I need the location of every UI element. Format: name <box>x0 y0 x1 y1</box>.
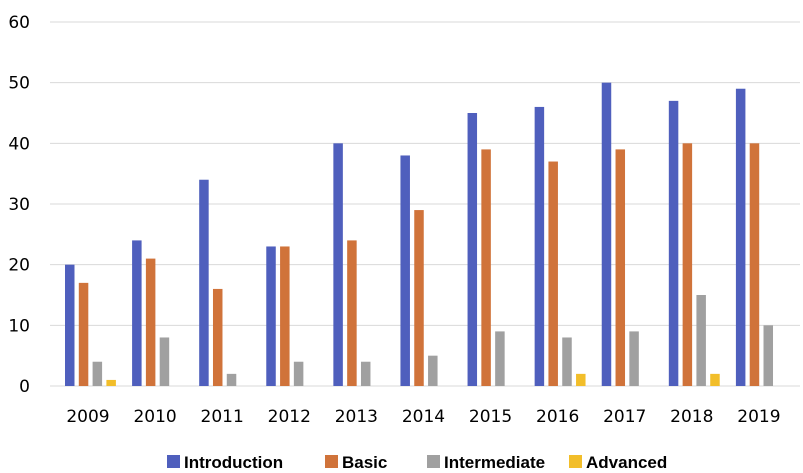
bar-basic-2012 <box>280 246 290 386</box>
bar-introduction-2015 <box>467 113 478 386</box>
bar-intermediate-2009 <box>92 361 103 386</box>
y-axis-ticks: 0 10 20 30 40 50 60 <box>8 13 30 397</box>
x-axis-ticks: 2009 2010 2011 2012 2013 2014 2015 2016 2017 2018… <box>66 407 780 427</box>
bar-basic-2017 <box>615 149 626 386</box>
bars <box>65 82 774 387</box>
gridlines <box>50 21 800 387</box>
legend-swatch-basic <box>325 455 338 468</box>
y-tick-label: 30 <box>8 195 30 215</box>
bar-basic-2011 <box>212 288 223 386</box>
bar-basic-2015 <box>481 149 491 386</box>
bar-intermediate-2012 <box>293 361 304 386</box>
x-tick-label: 2014 <box>402 407 445 427</box>
x-tick-label: 2016 <box>536 407 579 427</box>
x-tick-label: 2019 <box>737 407 780 427</box>
bar-advanced-2016 <box>576 373 586 386</box>
bar-intermediate-2011 <box>226 373 237 386</box>
bar-intermediate-2013 <box>360 361 371 386</box>
bar-introduction-2019 <box>735 88 746 386</box>
y-tick-label: 60 <box>8 13 30 33</box>
bar-introduction-2014 <box>400 155 410 386</box>
bar-intermediate-2018 <box>696 295 706 386</box>
x-tick-label: 2010 <box>133 407 176 427</box>
bar-intermediate-2016 <box>562 337 572 386</box>
legend-label-intermediate: Intermediate <box>444 453 545 472</box>
x-tick-label: 2015 <box>469 407 512 427</box>
y-tick-label: 0 <box>19 377 30 397</box>
bar-intermediate-2014 <box>428 355 438 386</box>
bar-intermediate-2019 <box>763 325 774 386</box>
bar-introduction-2018 <box>668 100 679 387</box>
bar-introduction-2016 <box>534 106 545 387</box>
bar-advanced-2018 <box>710 373 720 386</box>
y-tick-label: 50 <box>8 74 30 94</box>
x-tick-label: 2018 <box>670 407 713 427</box>
x-tick-label: 2012 <box>268 407 311 427</box>
bar-basic-2013 <box>347 240 357 386</box>
legend-label-introduction: Introduction <box>184 453 283 472</box>
bar-basic-2019 <box>749 143 760 386</box>
legend-swatch-intermediate <box>427 455 440 468</box>
bar-basic-2018 <box>682 143 693 386</box>
bar-introduction-2011 <box>199 179 209 386</box>
legend-label-advanced: Advanced <box>586 453 667 472</box>
bar-introduction-2010 <box>132 240 142 386</box>
x-tick-label: 2017 <box>603 407 646 427</box>
bar-introduction-2012 <box>266 246 276 386</box>
bar-basic-2016 <box>548 161 558 386</box>
bar-advanced-2009 <box>106 379 116 386</box>
bar-intermediate-2010 <box>159 337 170 386</box>
bar-introduction-2013 <box>333 143 343 386</box>
bar-basic-2010 <box>145 258 156 386</box>
legend-label-basic: Basic <box>342 453 387 472</box>
legend: Introduction Basic Intermediate Advanced <box>167 453 667 472</box>
bar-intermediate-2015 <box>495 331 505 386</box>
x-tick-label: 2009 <box>66 407 109 427</box>
y-tick-label: 40 <box>8 134 30 154</box>
bar-introduction-2017 <box>601 82 612 387</box>
bar-intermediate-2017 <box>629 331 639 386</box>
x-tick-label: 2011 <box>201 407 244 427</box>
y-tick-label: 20 <box>8 256 30 276</box>
bar-basic-2014 <box>414 210 424 386</box>
y-tick-label: 10 <box>8 316 30 336</box>
legend-swatch-advanced <box>569 455 582 468</box>
legend-swatch-introduction <box>167 455 180 468</box>
bar-basic-2009 <box>78 282 89 386</box>
x-tick-label: 2013 <box>335 407 378 427</box>
bar-introduction-2009 <box>65 264 75 386</box>
